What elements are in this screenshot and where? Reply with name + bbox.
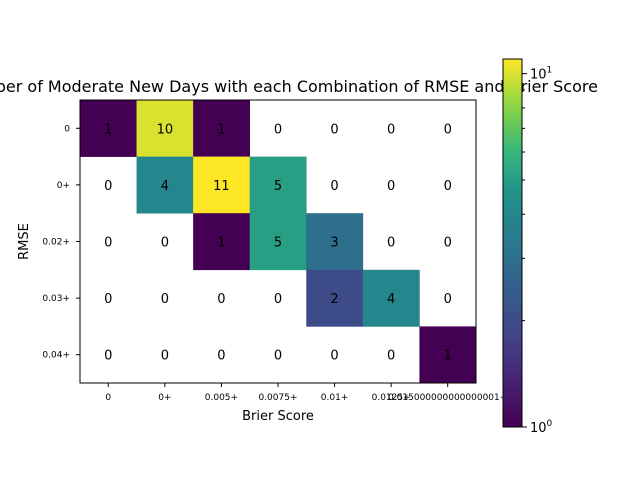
cell-value-label: 5 bbox=[274, 179, 282, 194]
cell-value-label: 0 bbox=[444, 236, 452, 251]
cell-value-label: 1 bbox=[104, 122, 112, 137]
cell-value-label: 0 bbox=[104, 179, 112, 194]
heatmap-cell bbox=[419, 326, 477, 384]
cell-value-label: 4 bbox=[161, 179, 169, 194]
x-axis-label: Brier Score bbox=[242, 409, 314, 424]
heatmap-cell bbox=[193, 213, 251, 271]
y-axis-label: RMSE bbox=[17, 223, 32, 260]
cell-value-label: 2 bbox=[330, 292, 338, 307]
cell-value-label: 0 bbox=[274, 122, 282, 137]
heatmap-cells: 1 10 1 0 0 0 00 4 11 5 0 0 00 0 1 5 3 0 00 0 0 0 2 4 00 0 0 0 0 0 1 bbox=[80, 100, 477, 384]
heatmap-cell bbox=[136, 100, 194, 157]
heatmap-cell bbox=[80, 100, 137, 157]
cell-value-label: 1 bbox=[217, 236, 225, 251]
cell-value-label: 10 bbox=[157, 122, 174, 137]
heatmap-cell bbox=[362, 269, 420, 327]
y-axis: 0 0+ 0.02+ 0.03+ 0.04+ bbox=[42, 124, 80, 361]
cell-value-label: 4 bbox=[387, 292, 395, 307]
x-tick-label: 0.0125+ bbox=[372, 393, 411, 403]
cell-value-label: 0 bbox=[217, 292, 225, 307]
x-tick-label: 0.0075+ bbox=[258, 393, 297, 403]
cell-value-label: 0 bbox=[387, 236, 395, 251]
x-tick-label: 0.01+ bbox=[321, 393, 349, 403]
cell-value-label: 0 bbox=[330, 179, 338, 194]
chart-title: Number of Moderate New Days with each Co… bbox=[0, 77, 598, 96]
x-axis: 0 0+ 0.005+ 0.0075+ 0.01+ 0.0125+0.0150000000… bbox=[105, 383, 507, 403]
cell-value-label: 0 bbox=[387, 349, 395, 364]
y-tick-label: 0.04+ bbox=[42, 351, 70, 361]
colorbar-gradient bbox=[502, 58, 523, 428]
y-tick-label: 0.03+ bbox=[42, 294, 70, 304]
colorbar-tick-label: 100 bbox=[530, 419, 553, 436]
cell-value-label: 0 bbox=[387, 179, 395, 194]
cell-value-label: 0 bbox=[104, 292, 112, 307]
y-tick-label: 0.02+ bbox=[42, 238, 70, 248]
cell-value-label: 0 bbox=[161, 349, 169, 364]
x-tick-label: 0+ bbox=[158, 393, 171, 403]
cell-value-label: 0 bbox=[444, 122, 452, 137]
colorbar-tick-label: 101 bbox=[530, 66, 552, 83]
cell-value-label: 0 bbox=[104, 236, 112, 251]
heatmap-cell bbox=[249, 213, 307, 271]
heatmap-cell bbox=[193, 100, 251, 157]
cell-value-label: 0 bbox=[444, 179, 452, 194]
cell-value-label: 5 bbox=[274, 236, 282, 251]
y-tick-label: 0+ bbox=[57, 181, 70, 191]
cell-value-label: 0 bbox=[161, 236, 169, 251]
heatmap-cell bbox=[306, 213, 364, 271]
x-tick-label: 0.015000000000000001+ bbox=[388, 393, 507, 403]
cell-value-label: 0 bbox=[274, 292, 282, 307]
heatmap-cell bbox=[306, 269, 364, 327]
x-tick-label: 0.005+ bbox=[205, 393, 238, 403]
cell-value-label: 11 bbox=[213, 179, 230, 194]
cell-value-label: 0 bbox=[104, 349, 112, 364]
y-tick-label: 0 bbox=[64, 124, 70, 134]
cell-value-label: 0 bbox=[217, 349, 225, 364]
heatmap-cell bbox=[136, 156, 194, 214]
cell-value-label: 0 bbox=[161, 292, 169, 307]
cell-value-label: 0 bbox=[274, 349, 282, 364]
cell-value-label: 0 bbox=[330, 349, 338, 364]
heatmap-cell bbox=[249, 156, 307, 214]
heatmap-cell bbox=[193, 156, 251, 214]
cell-value-label: 3 bbox=[330, 236, 338, 251]
x-tick-label: 0 bbox=[105, 393, 111, 403]
cell-value-label: 0 bbox=[444, 292, 452, 307]
cell-value-label: 0 bbox=[387, 122, 395, 137]
cell-value-label: 1 bbox=[444, 349, 452, 364]
colorbar: 100 101 bbox=[502, 58, 553, 436]
cell-value-label: 1 bbox=[217, 122, 225, 137]
cell-value-label: 0 bbox=[330, 122, 338, 137]
